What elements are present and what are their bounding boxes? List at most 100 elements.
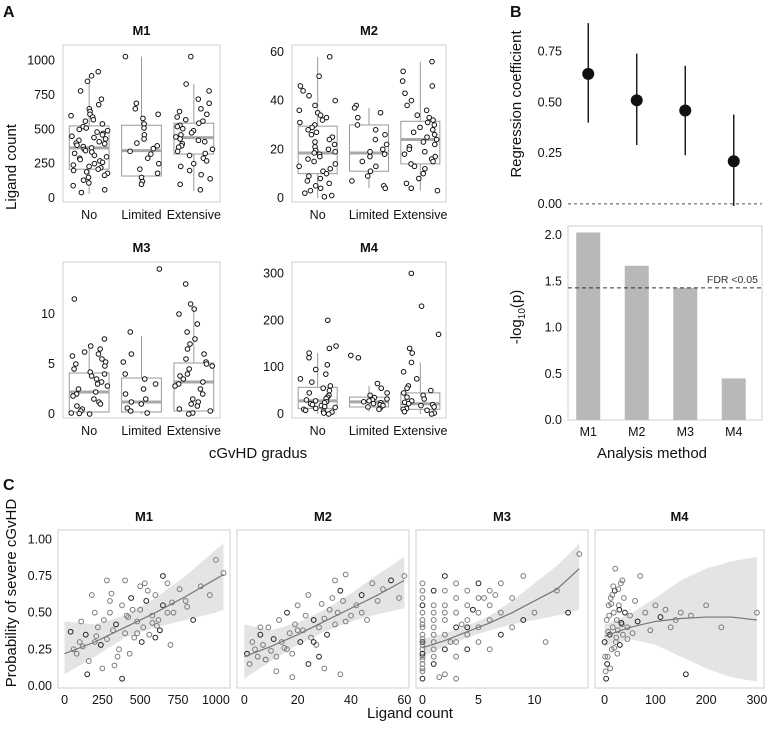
data-point [144,155,151,161]
coefficient-point [679,104,692,117]
data-point [97,401,104,407]
data-point [430,631,437,638]
x-tick-label: 0 [419,693,426,707]
data-point [202,150,209,157]
data-point [119,675,125,682]
bar [721,378,746,420]
data-point [464,602,471,609]
data-point [423,107,430,114]
panel-title: M3 [132,240,150,255]
data-point [441,617,448,623]
data-point [441,631,448,638]
y-tick-label: 500 [34,122,55,136]
data-point [209,363,215,369]
data-point [300,88,306,94]
data-point [187,301,194,307]
data-point [419,624,426,631]
data-point [177,136,183,142]
data-point [297,119,303,126]
data-point [441,671,448,678]
data-point [497,580,504,587]
data-point [430,158,436,165]
data-point [67,628,74,635]
data-point [95,351,102,357]
data-point [419,639,426,645]
box-panel-m2: M2 0 20 40 60 No Limited Extensive [270,23,447,222]
data-point [403,180,410,187]
data-point [382,131,388,138]
data-point [133,100,140,107]
panel-title: M4 [360,240,379,255]
data-point [377,109,384,116]
data-point [441,573,448,579]
data-point [414,112,421,118]
data-point [138,181,145,188]
data-point [430,617,437,623]
data-point [429,127,436,133]
data-point [201,138,208,145]
data-point [91,160,98,167]
data-point [212,556,219,563]
data-point [422,148,428,155]
data-point [177,163,184,170]
data-point [410,129,417,136]
data-point [416,175,422,182]
panel-label-a: A [3,4,15,21]
data-point [154,143,161,149]
data-point [71,296,78,302]
data-point [426,114,432,121]
x-tick-label: Limited [121,208,161,222]
data-point [353,602,360,609]
data-point [194,403,201,409]
data-point [107,598,113,604]
coefficient-plot: 0.00 0.25 0.50 0.75 [538,23,762,211]
data-point [607,665,614,672]
data-point [436,674,443,681]
data-point [331,141,338,148]
data-point [278,639,285,645]
data-point [409,350,416,356]
data-point [309,124,315,131]
data-point [418,402,424,409]
data-point [326,180,332,187]
data-point [311,150,318,156]
data-point [531,609,538,616]
y-tick-label: 1.0 [545,321,562,335]
data-point [602,653,609,660]
data-point [374,598,381,604]
data-point [174,148,181,155]
data-point [78,618,85,625]
data-point [453,580,459,587]
data-point [141,376,148,382]
data-point [382,185,389,192]
data-point [134,140,140,146]
data-point [497,609,504,616]
data-point [441,602,448,609]
x-tick-label: 250 [92,693,113,707]
data-point [316,653,322,660]
data-point [273,668,280,675]
x-tick-label: 200 [696,693,717,707]
data-point [122,630,128,637]
data-point [188,401,194,407]
data-point [91,639,98,645]
panel-a-y-axis-title: Ligand count [3,123,20,210]
data-point [419,602,426,609]
data-point [652,602,659,609]
data-point [542,639,549,645]
data-point [317,153,323,160]
panel-title: M4 [670,509,689,524]
data-point [120,359,127,365]
box-panel-m3: M3 0 5 10 No Limited Extensive [41,240,221,438]
data-point [152,634,159,641]
data-point [103,154,110,160]
data-point [195,137,202,144]
data-point [326,606,333,613]
data-point [427,387,434,394]
data-point [486,587,493,594]
pvalue-bar-chart: 0.0 0.5 1.0 1.5 2.0 M1 M2 M3 M4 FDR <0.05 [545,225,763,439]
data-point [102,136,109,142]
data-point [329,595,336,601]
data-point [621,595,627,601]
data-point [149,620,156,626]
